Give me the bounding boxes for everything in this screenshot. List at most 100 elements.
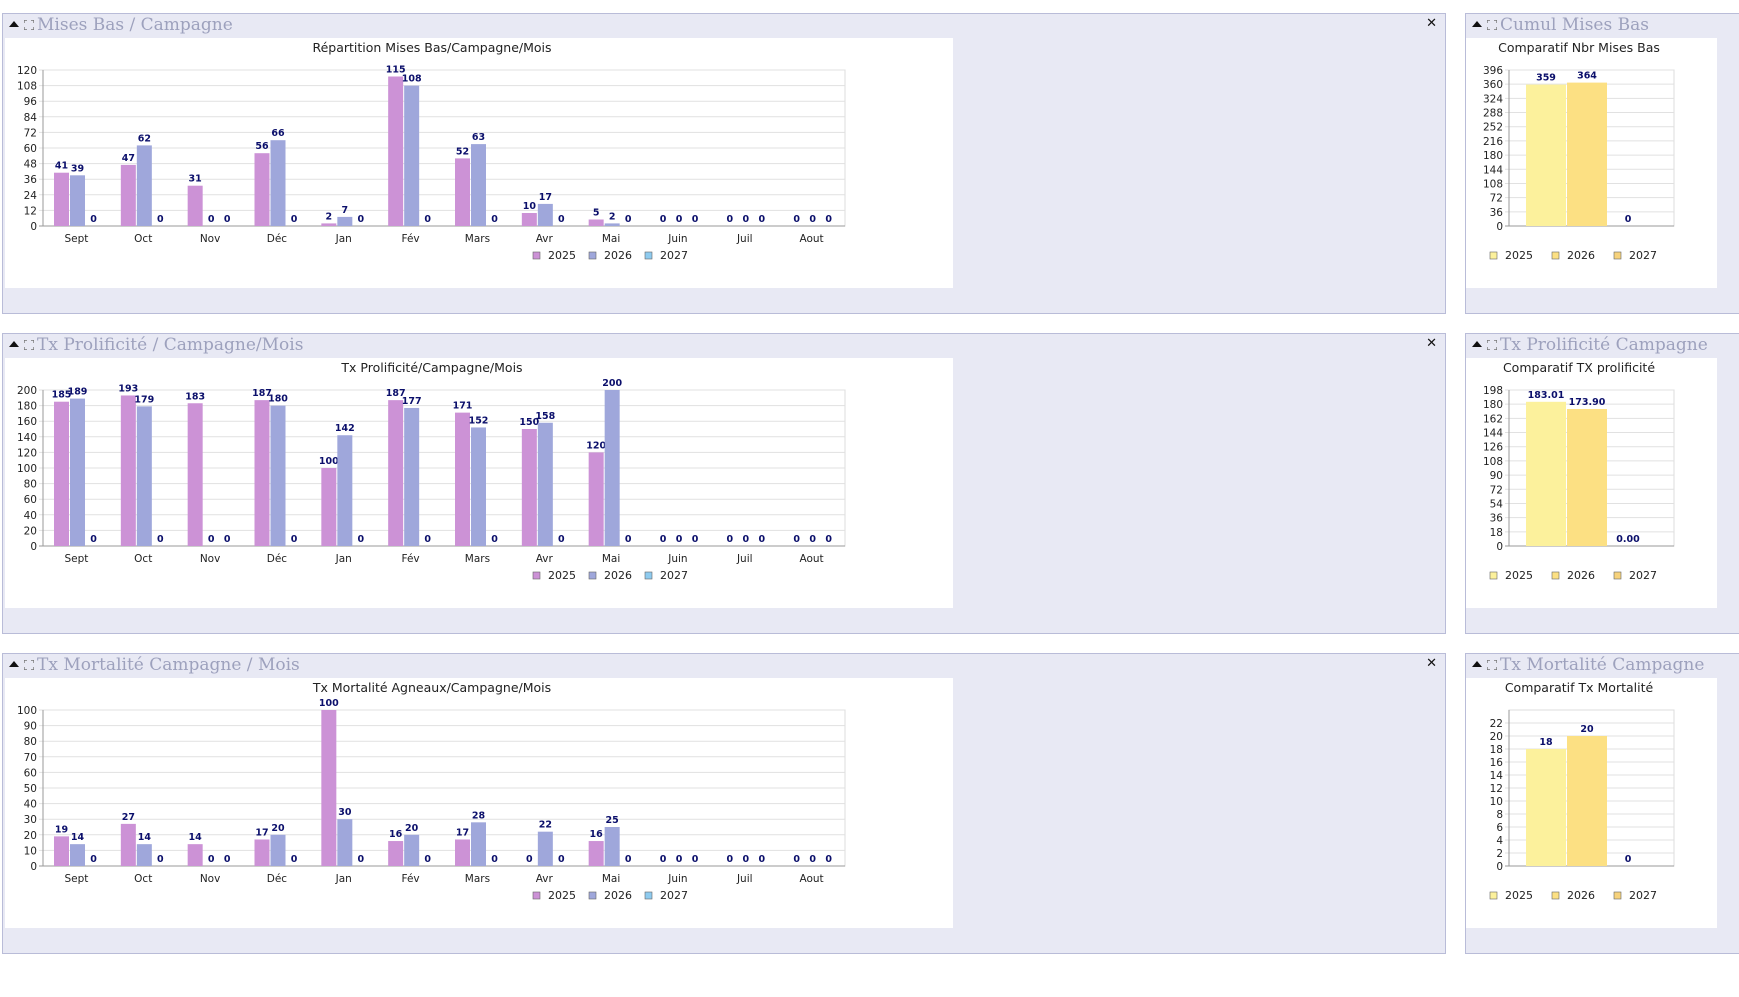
y-tick-label: 144 — [1483, 428, 1503, 440]
data-label: 200 — [602, 378, 622, 389]
data-label: 62 — [138, 133, 151, 144]
data-label: 20 — [1580, 724, 1594, 735]
y-tick-label: 360 — [1483, 79, 1503, 91]
data-label: 0 — [625, 854, 632, 865]
x-tick-label: Avr — [536, 553, 554, 565]
bar-2026-Oct — [136, 145, 152, 226]
y-tick-label: 180 — [17, 401, 37, 413]
bar-2026-Fév — [404, 407, 420, 546]
data-label: 0 — [759, 534, 766, 545]
data-label: 14 — [189, 832, 203, 843]
data-label: 0 — [743, 534, 750, 545]
expand-frame-icon[interactable] — [24, 340, 34, 350]
expand-frame-icon[interactable] — [24, 660, 34, 670]
data-label: 0.00 — [1616, 534, 1640, 545]
close-x-icon[interactable]: ✕ — [1426, 656, 1437, 671]
data-label: 189 — [68, 387, 88, 398]
data-label: 0 — [157, 854, 164, 865]
expand-frame-icon[interactable] — [24, 20, 34, 30]
x-tick-label: Déc — [267, 233, 288, 245]
data-label: 0 — [491, 214, 498, 225]
legend-label: 2025 — [548, 249, 576, 262]
collapse-triangle-icon[interactable] — [9, 661, 19, 667]
y-tick-label: 288 — [1483, 108, 1503, 120]
y-tick-label: 18 — [1490, 527, 1503, 539]
y-tick-label: 108 — [1483, 456, 1503, 468]
y-tick-label: 36 — [24, 174, 38, 186]
y-tick-label: 8 — [1496, 809, 1503, 821]
x-tick-label: Fév — [402, 873, 420, 885]
legend-swatch-2025 — [1489, 251, 1498, 260]
y-tick-label: 324 — [1483, 93, 1503, 105]
data-label: 0 — [660, 214, 667, 225]
collapse-triangle-icon[interactable] — [1472, 341, 1482, 347]
bar-2026-Jan — [337, 435, 353, 546]
close-x-icon[interactable]: ✕ — [1426, 336, 1437, 351]
y-tick-label: 108 — [17, 81, 37, 93]
legend-label: 2026 — [1567, 249, 1595, 262]
bar-2025-Oct — [120, 164, 136, 226]
data-label: 0 — [424, 534, 431, 545]
collapse-triangle-icon[interactable] — [1472, 661, 1482, 667]
legend-label: 2025 — [1505, 889, 1533, 902]
x-tick-label: Avr — [536, 233, 554, 245]
expand-frame-icon[interactable] — [1487, 340, 1497, 350]
panel-title: Mises Bas / Campagne — [37, 15, 233, 35]
panel-cumul-mises-bas: Cumul Mises Bas Comparatif Nbr Mises Bas… — [1465, 13, 1739, 314]
bar-2025 — [1526, 749, 1566, 866]
y-tick-label: 72 — [1490, 193, 1503, 205]
data-label: 180 — [268, 394, 288, 405]
collapse-triangle-icon[interactable] — [1472, 21, 1482, 27]
x-tick-label: Mai — [602, 873, 620, 885]
data-label: 0 — [727, 854, 734, 865]
collapse-triangle-icon[interactable] — [9, 341, 19, 347]
data-label: 158 — [535, 411, 555, 422]
y-tick-label: 0 — [30, 541, 37, 553]
y-tick-label: 90 — [24, 721, 37, 733]
data-label: 0 — [676, 854, 683, 865]
panel-tx-mortalite-campagne: Tx Mortalité Campagne Comparatif Tx Mort… — [1465, 653, 1739, 954]
expand-frame-icon[interactable] — [1487, 660, 1497, 670]
bar-2026 — [1567, 736, 1607, 866]
data-label: 30 — [338, 807, 352, 818]
legend-swatch-2027 — [644, 891, 653, 900]
legend-swatch-2025 — [532, 891, 541, 900]
data-label: 66 — [271, 128, 285, 139]
data-label: 0 — [208, 854, 215, 865]
data-label: 14 — [138, 832, 152, 843]
y-tick-label: 80 — [24, 736, 37, 748]
y-tick-label: 126 — [1483, 442, 1503, 454]
data-label: 0 — [424, 854, 431, 865]
panel-title: Tx Mortalité Campagne — [1500, 655, 1705, 675]
data-label: 39 — [71, 163, 84, 174]
bar-2026-Sept — [70, 844, 85, 866]
data-label: 0 — [558, 854, 565, 865]
bar-2026-Jan — [337, 819, 353, 866]
data-label: 0 — [90, 534, 97, 545]
bar-2025-Nov — [187, 403, 203, 546]
expand-frame-icon[interactable] — [1487, 20, 1497, 30]
bar-2026-Fév — [404, 834, 420, 866]
data-label: 20 — [271, 823, 285, 834]
bar-2025-Fév — [388, 841, 404, 866]
data-label: 0 — [809, 854, 816, 865]
bar-2026-Sept — [70, 398, 85, 546]
data-label: 0 — [358, 854, 365, 865]
data-label: 0 — [491, 534, 498, 545]
data-label: 0 — [743, 854, 750, 865]
data-label: 22 — [539, 820, 552, 831]
bar-2025-Jan — [321, 223, 337, 226]
bar-2025-Fév — [388, 400, 404, 546]
data-label: 18 — [1539, 737, 1553, 748]
chart-svg: Comparatif TX prolificité 0 18 36 54 72 90 108 1… — [1483, 360, 1675, 582]
x-tick-label: Déc — [267, 873, 288, 885]
collapse-triangle-icon[interactable] — [9, 21, 19, 27]
x-tick-label: Mai — [602, 553, 620, 565]
y-tick-label: 6 — [1496, 822, 1503, 834]
y-tick-label: 60 — [24, 767, 37, 779]
x-tick-label: Jan — [335, 873, 352, 885]
panel-title: Tx Mortalité Campagne / Mois — [37, 655, 300, 675]
close-x-icon[interactable]: ✕ — [1426, 16, 1437, 31]
y-tick-label: 180 — [1483, 150, 1503, 162]
x-tick-label: Jan — [335, 233, 352, 245]
